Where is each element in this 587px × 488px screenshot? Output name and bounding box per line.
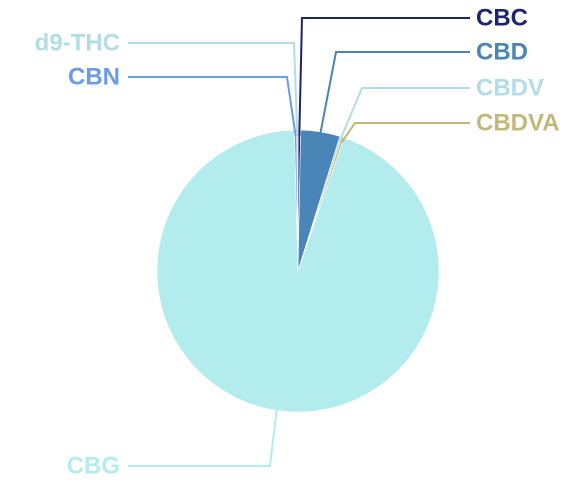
leader-lines: [128, 17, 470, 467]
leader-line-cbc: [298, 17, 470, 137]
slice-label-cbdva: CBDVA: [476, 109, 560, 136]
pie-slices: [156, 129, 440, 413]
slice-label-cbdv: CBDV: [476, 74, 544, 101]
slice-label-cbc: CBC: [476, 4, 528, 31]
slice-labels: CBC CBD CBDV CBDVA CBG CBN d9-THC: [35, 4, 560, 479]
leader-line-cbdva: [340, 122, 470, 144]
slice-label-cbg: CBG: [67, 452, 120, 479]
leader-line-cbn: [128, 76, 297, 137]
slice-label-d9-thc: d9-THC: [35, 29, 120, 56]
slice-label-cbd: CBD: [476, 38, 528, 65]
leader-line-cbdv: [338, 87, 470, 143]
leader-line-cbd: [318, 51, 470, 138]
leader-line-cbg: [128, 404, 279, 467]
slice-label-cbn: CBN: [68, 63, 120, 90]
leader-line-d9-thc: [128, 42, 299, 137]
